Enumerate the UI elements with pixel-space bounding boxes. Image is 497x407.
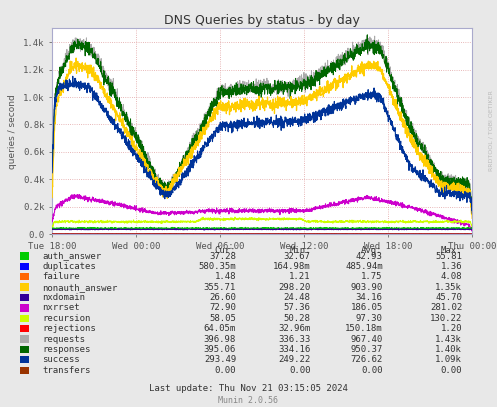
Text: 967.40: 967.40 <box>350 335 383 344</box>
Text: 34.16: 34.16 <box>356 293 383 302</box>
Text: 726.62: 726.62 <box>350 355 383 364</box>
Text: nxdomain: nxdomain <box>42 293 85 302</box>
Text: 45.70: 45.70 <box>435 293 462 302</box>
Text: 64.05m: 64.05m <box>204 324 236 333</box>
Text: RRDTOOL / TOBI OETIKER: RRDTOOL / TOBI OETIKER <box>488 90 493 171</box>
Text: Min:: Min: <box>289 246 311 255</box>
Text: rejections: rejections <box>42 324 96 333</box>
Text: 50.28: 50.28 <box>284 314 311 323</box>
Text: nxrrset: nxrrset <box>42 303 80 313</box>
Text: 293.49: 293.49 <box>204 355 236 364</box>
Text: requests: requests <box>42 335 85 344</box>
Text: 97.30: 97.30 <box>356 314 383 323</box>
Text: 57.36: 57.36 <box>284 303 311 313</box>
Text: responses: responses <box>42 345 90 354</box>
Text: 355.71: 355.71 <box>204 282 236 292</box>
Text: 186.05: 186.05 <box>350 303 383 313</box>
Text: 164.98m: 164.98m <box>273 262 311 271</box>
Text: 55.81: 55.81 <box>435 252 462 260</box>
Text: 336.33: 336.33 <box>278 335 311 344</box>
Text: 24.48: 24.48 <box>284 293 311 302</box>
Text: Cur:: Cur: <box>215 246 236 255</box>
Text: Avg:: Avg: <box>361 246 383 255</box>
Text: failure: failure <box>42 272 80 281</box>
Text: 1.35k: 1.35k <box>435 282 462 292</box>
Text: 4.08: 4.08 <box>441 272 462 281</box>
Text: auth_answer: auth_answer <box>42 252 101 260</box>
Text: transfers: transfers <box>42 365 90 375</box>
Text: 298.20: 298.20 <box>278 282 311 292</box>
Text: 1.21: 1.21 <box>289 272 311 281</box>
Text: recursion: recursion <box>42 314 90 323</box>
Text: 37.28: 37.28 <box>209 252 236 260</box>
Text: 72.90: 72.90 <box>209 303 236 313</box>
Text: Max:: Max: <box>441 246 462 255</box>
Text: 485.94m: 485.94m <box>345 262 383 271</box>
Text: 0.00: 0.00 <box>215 365 236 375</box>
Text: 0.00: 0.00 <box>441 365 462 375</box>
Text: Munin 2.0.56: Munin 2.0.56 <box>219 396 278 405</box>
Text: 1.43k: 1.43k <box>435 335 462 344</box>
Text: 1.40k: 1.40k <box>435 345 462 354</box>
Text: duplicates: duplicates <box>42 262 96 271</box>
Text: success: success <box>42 355 80 364</box>
Text: 26.60: 26.60 <box>209 293 236 302</box>
Text: 32.96m: 32.96m <box>278 324 311 333</box>
Text: 249.22: 249.22 <box>278 355 311 364</box>
Text: 580.35m: 580.35m <box>198 262 236 271</box>
Text: 150.18m: 150.18m <box>345 324 383 333</box>
Text: 0.00: 0.00 <box>361 365 383 375</box>
Y-axis label: queries / second: queries / second <box>8 94 17 168</box>
Text: 58.05: 58.05 <box>209 314 236 323</box>
Text: Last update: Thu Nov 21 03:15:05 2024: Last update: Thu Nov 21 03:15:05 2024 <box>149 384 348 393</box>
Text: nonauth_answer: nonauth_answer <box>42 282 117 292</box>
Text: 42.93: 42.93 <box>356 252 383 260</box>
Text: 903.90: 903.90 <box>350 282 383 292</box>
Text: 1.48: 1.48 <box>215 272 236 281</box>
Text: 130.22: 130.22 <box>430 314 462 323</box>
Text: 395.06: 395.06 <box>204 345 236 354</box>
Text: 32.67: 32.67 <box>284 252 311 260</box>
Text: 334.16: 334.16 <box>278 345 311 354</box>
Text: 1.75: 1.75 <box>361 272 383 281</box>
Text: 281.02: 281.02 <box>430 303 462 313</box>
Title: DNS Queries by status - by day: DNS Queries by status - by day <box>164 14 360 27</box>
Text: 1.36: 1.36 <box>441 262 462 271</box>
Text: 0.00: 0.00 <box>289 365 311 375</box>
Text: 396.98: 396.98 <box>204 335 236 344</box>
Text: 1.09k: 1.09k <box>435 355 462 364</box>
Text: 1.20: 1.20 <box>441 324 462 333</box>
Text: 950.37: 950.37 <box>350 345 383 354</box>
